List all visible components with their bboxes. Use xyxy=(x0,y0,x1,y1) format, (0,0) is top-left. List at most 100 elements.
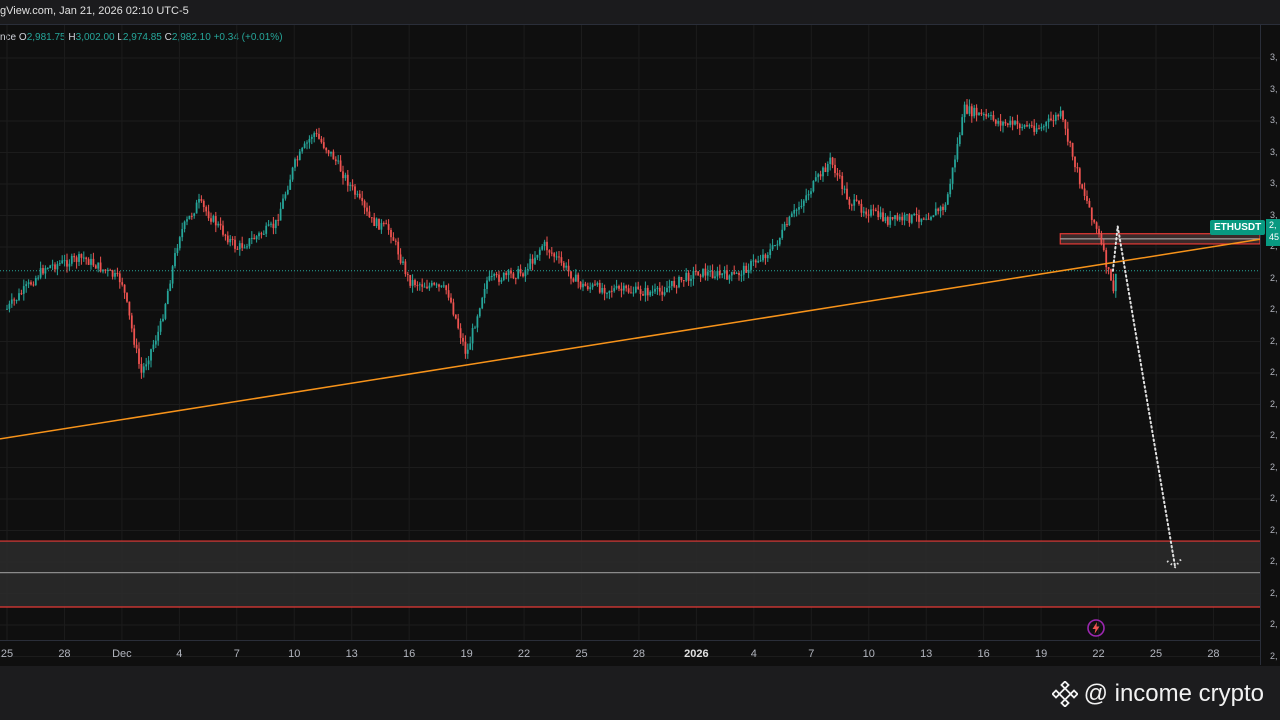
candle-body xyxy=(8,303,11,309)
candle-body xyxy=(1098,228,1100,235)
candle-body xyxy=(174,253,176,267)
time-tick-label: 7 xyxy=(808,648,815,660)
candle-body xyxy=(198,199,200,203)
candle-body xyxy=(750,261,752,270)
change-value: +0.34 (+0.01%) xyxy=(213,32,283,43)
candle-body xyxy=(255,236,258,240)
candle-body xyxy=(810,191,812,195)
candle-body xyxy=(687,272,690,281)
candle-body xyxy=(654,288,656,292)
candle-body xyxy=(438,284,440,287)
candle-body xyxy=(358,193,361,198)
candle-body xyxy=(512,273,515,279)
low-value: 2,974.85 xyxy=(122,32,162,43)
candle-body xyxy=(1105,250,1108,268)
candle-body xyxy=(961,117,964,136)
candle-body xyxy=(997,120,1000,124)
time-tick-label: 28 xyxy=(58,648,71,660)
candle-body xyxy=(162,318,164,322)
candle-body xyxy=(231,238,234,240)
candle-body xyxy=(111,270,114,277)
candle-body xyxy=(238,243,241,250)
candle-body xyxy=(327,150,330,154)
candle-body xyxy=(282,198,284,209)
candle-body xyxy=(1074,156,1076,168)
candle-body xyxy=(560,257,563,263)
candle-body xyxy=(298,151,301,160)
candle-body xyxy=(987,115,990,117)
watermark-text: @ income crypto xyxy=(1083,680,1264,707)
candle-body xyxy=(536,254,539,258)
candle-body xyxy=(690,278,692,281)
candle-body xyxy=(39,268,42,278)
candle-body xyxy=(898,216,901,220)
candle-body xyxy=(387,224,390,230)
price-chart[interactable] xyxy=(0,25,1260,665)
candle-body xyxy=(896,215,899,220)
candle-body xyxy=(778,237,781,245)
candle-body xyxy=(990,115,992,117)
projection-arrow xyxy=(1111,226,1177,569)
candle-body xyxy=(716,270,719,277)
candle-body xyxy=(123,284,126,293)
candle-body xyxy=(966,104,968,114)
candle-body xyxy=(642,293,644,296)
time-tick-label: 25 xyxy=(0,648,14,660)
source-label: gView.com, Jan 21, 2026 02:10 UTC-5 xyxy=(0,5,189,17)
price-axis[interactable]: 3, 3, 3, 3, 3, 3, 2, 2, 2, 2, 2, 2, 2, 2, 2, 2, 2, 2, 2, 2, xyxy=(1260,25,1280,665)
candle-body xyxy=(169,283,172,291)
candle-body xyxy=(848,199,851,205)
binance-logo-icon xyxy=(1051,681,1078,707)
candle-body xyxy=(826,164,829,173)
candle-body xyxy=(351,184,354,187)
candle-body xyxy=(603,287,606,294)
candle-body xyxy=(702,268,704,277)
candle-body xyxy=(135,344,138,349)
candle-body xyxy=(1026,125,1028,127)
candle-body xyxy=(462,337,464,342)
candle-body xyxy=(85,257,88,260)
candle-body xyxy=(963,104,966,118)
candle-body xyxy=(781,229,784,238)
candle-body xyxy=(574,274,577,282)
candle-body xyxy=(1057,114,1060,117)
candle-body xyxy=(464,341,467,354)
candle-body xyxy=(459,328,462,338)
candle-body xyxy=(879,212,882,218)
drawings[interactable] xyxy=(0,226,1260,569)
candle-body xyxy=(1028,125,1031,127)
candle-body xyxy=(757,260,760,263)
candle-body xyxy=(510,270,512,274)
candle-body xyxy=(766,254,769,259)
candle-body xyxy=(20,293,23,295)
open-value: 2,981.75 xyxy=(26,32,66,43)
candle-body xyxy=(922,218,925,220)
candle-body xyxy=(738,273,740,276)
candle-body xyxy=(783,224,786,230)
lightning-icon[interactable] xyxy=(1086,618,1106,638)
candle-body xyxy=(226,235,229,243)
candle-body xyxy=(795,209,798,211)
candle-body xyxy=(423,286,426,288)
candle-body xyxy=(385,223,388,225)
candles xyxy=(6,98,1117,379)
candle-body xyxy=(754,260,757,263)
candle-body xyxy=(934,208,937,216)
candle-body xyxy=(224,234,227,236)
candle-body xyxy=(145,364,148,367)
candle-body xyxy=(114,272,116,277)
candle-body xyxy=(721,273,724,276)
last-price-top: 2, xyxy=(1269,220,1277,230)
candle-body xyxy=(154,340,157,345)
candle-body xyxy=(529,258,532,269)
candle-body xyxy=(930,217,932,220)
candle-body xyxy=(337,160,340,162)
candle-body xyxy=(819,174,822,177)
candle-body xyxy=(147,360,150,365)
candle-body xyxy=(661,291,664,295)
candle-body xyxy=(1114,274,1117,292)
time-axis[interactable]: 25 28 Dec 4 7 10 13 16 19 22 25 28 2026 4 7 10 13 16 19 22 2… xyxy=(0,640,1260,666)
candle-body xyxy=(320,138,323,143)
candle-body xyxy=(853,199,856,206)
candle-body xyxy=(90,258,92,265)
